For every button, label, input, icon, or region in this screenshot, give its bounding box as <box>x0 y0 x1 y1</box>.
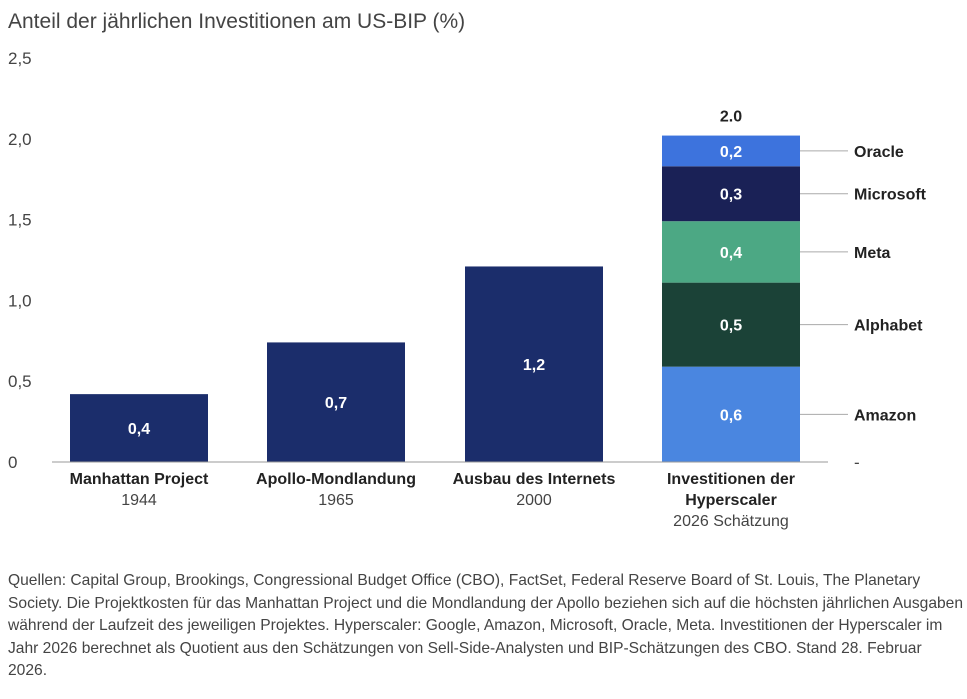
segment-value-label: 0,4 <box>720 245 742 262</box>
y-tick-label: 2,5 <box>8 49 32 68</box>
category-labels: Manhattan Project 1944 Apollo-Mondlandung 1… <box>70 471 795 530</box>
bar-value-label: 0,7 <box>325 395 347 412</box>
source-footnote: Quellen: Capital Group, Brookings, Congr… <box>8 572 964 679</box>
category-sub: 1965 <box>318 492 354 509</box>
segment-value-label: 0,6 <box>720 407 742 424</box>
bars: 0,4 0,7 1,2 0,6 0,5 0,4 0,3 0,2 2.0 <box>70 109 800 462</box>
segment-value-label: 0,2 <box>720 144 742 161</box>
y-axis: 0 0,5 1,0 1,5 2,0 2,5 <box>8 49 32 472</box>
category-sub: 1944 <box>121 492 157 509</box>
series-label-alphabet: Alphabet <box>854 318 923 335</box>
bar <box>267 342 405 462</box>
segment-value-label: 0,3 <box>720 187 742 204</box>
stack-segment-amazon <box>662 366 800 462</box>
series-label-amazon: Amazon <box>854 407 916 424</box>
segment-value-label: 0,5 <box>720 318 742 335</box>
stack-total-label: 2.0 <box>720 109 742 126</box>
series-label-oracle: Oracle <box>854 144 904 161</box>
stack-segment-oracle <box>662 135 800 167</box>
bar <box>70 394 208 462</box>
category-sub: 2000 <box>516 492 552 509</box>
category-name: Apollo-Mondlandung <box>256 471 416 488</box>
series-label-microsoft: Microsoft <box>854 187 927 204</box>
bar-value-label: 1,2 <box>523 357 545 374</box>
stack-segment-alphabet <box>662 282 800 367</box>
bar-chart: 00,51,01,52,02,5 0,40,71,20,60,50,40,30,… <box>8 49 927 530</box>
y-tick-label: 1,5 <box>8 211 32 230</box>
chart-title: Anteil der jährlichen Investitionen am U… <box>8 10 466 33</box>
bar-value-label: 0,4 <box>128 421 150 438</box>
category-name: Hyperscaler <box>685 492 777 509</box>
y-tick-label: 0,5 <box>8 372 32 391</box>
axis-end-mark: - <box>854 453 860 472</box>
y-tick-label: 2,0 <box>8 130 32 149</box>
series-label-meta: Meta <box>854 245 891 262</box>
category-name: Manhattan Project <box>70 471 209 488</box>
y-tick-label: 0 <box>8 453 17 472</box>
category-name: Ausbau des Internets <box>453 471 616 488</box>
bar <box>465 266 603 462</box>
stack-segment-meta <box>662 221 800 283</box>
category-sub: 2026 Schätzung <box>673 513 789 530</box>
stack-segment-microsoft <box>662 166 800 222</box>
y-tick-label: 1,0 <box>8 291 32 310</box>
series-labels: Amazon Alphabet Meta Microsoft Oracle <box>800 144 927 424</box>
category-name: Investitionen der <box>667 471 795 488</box>
